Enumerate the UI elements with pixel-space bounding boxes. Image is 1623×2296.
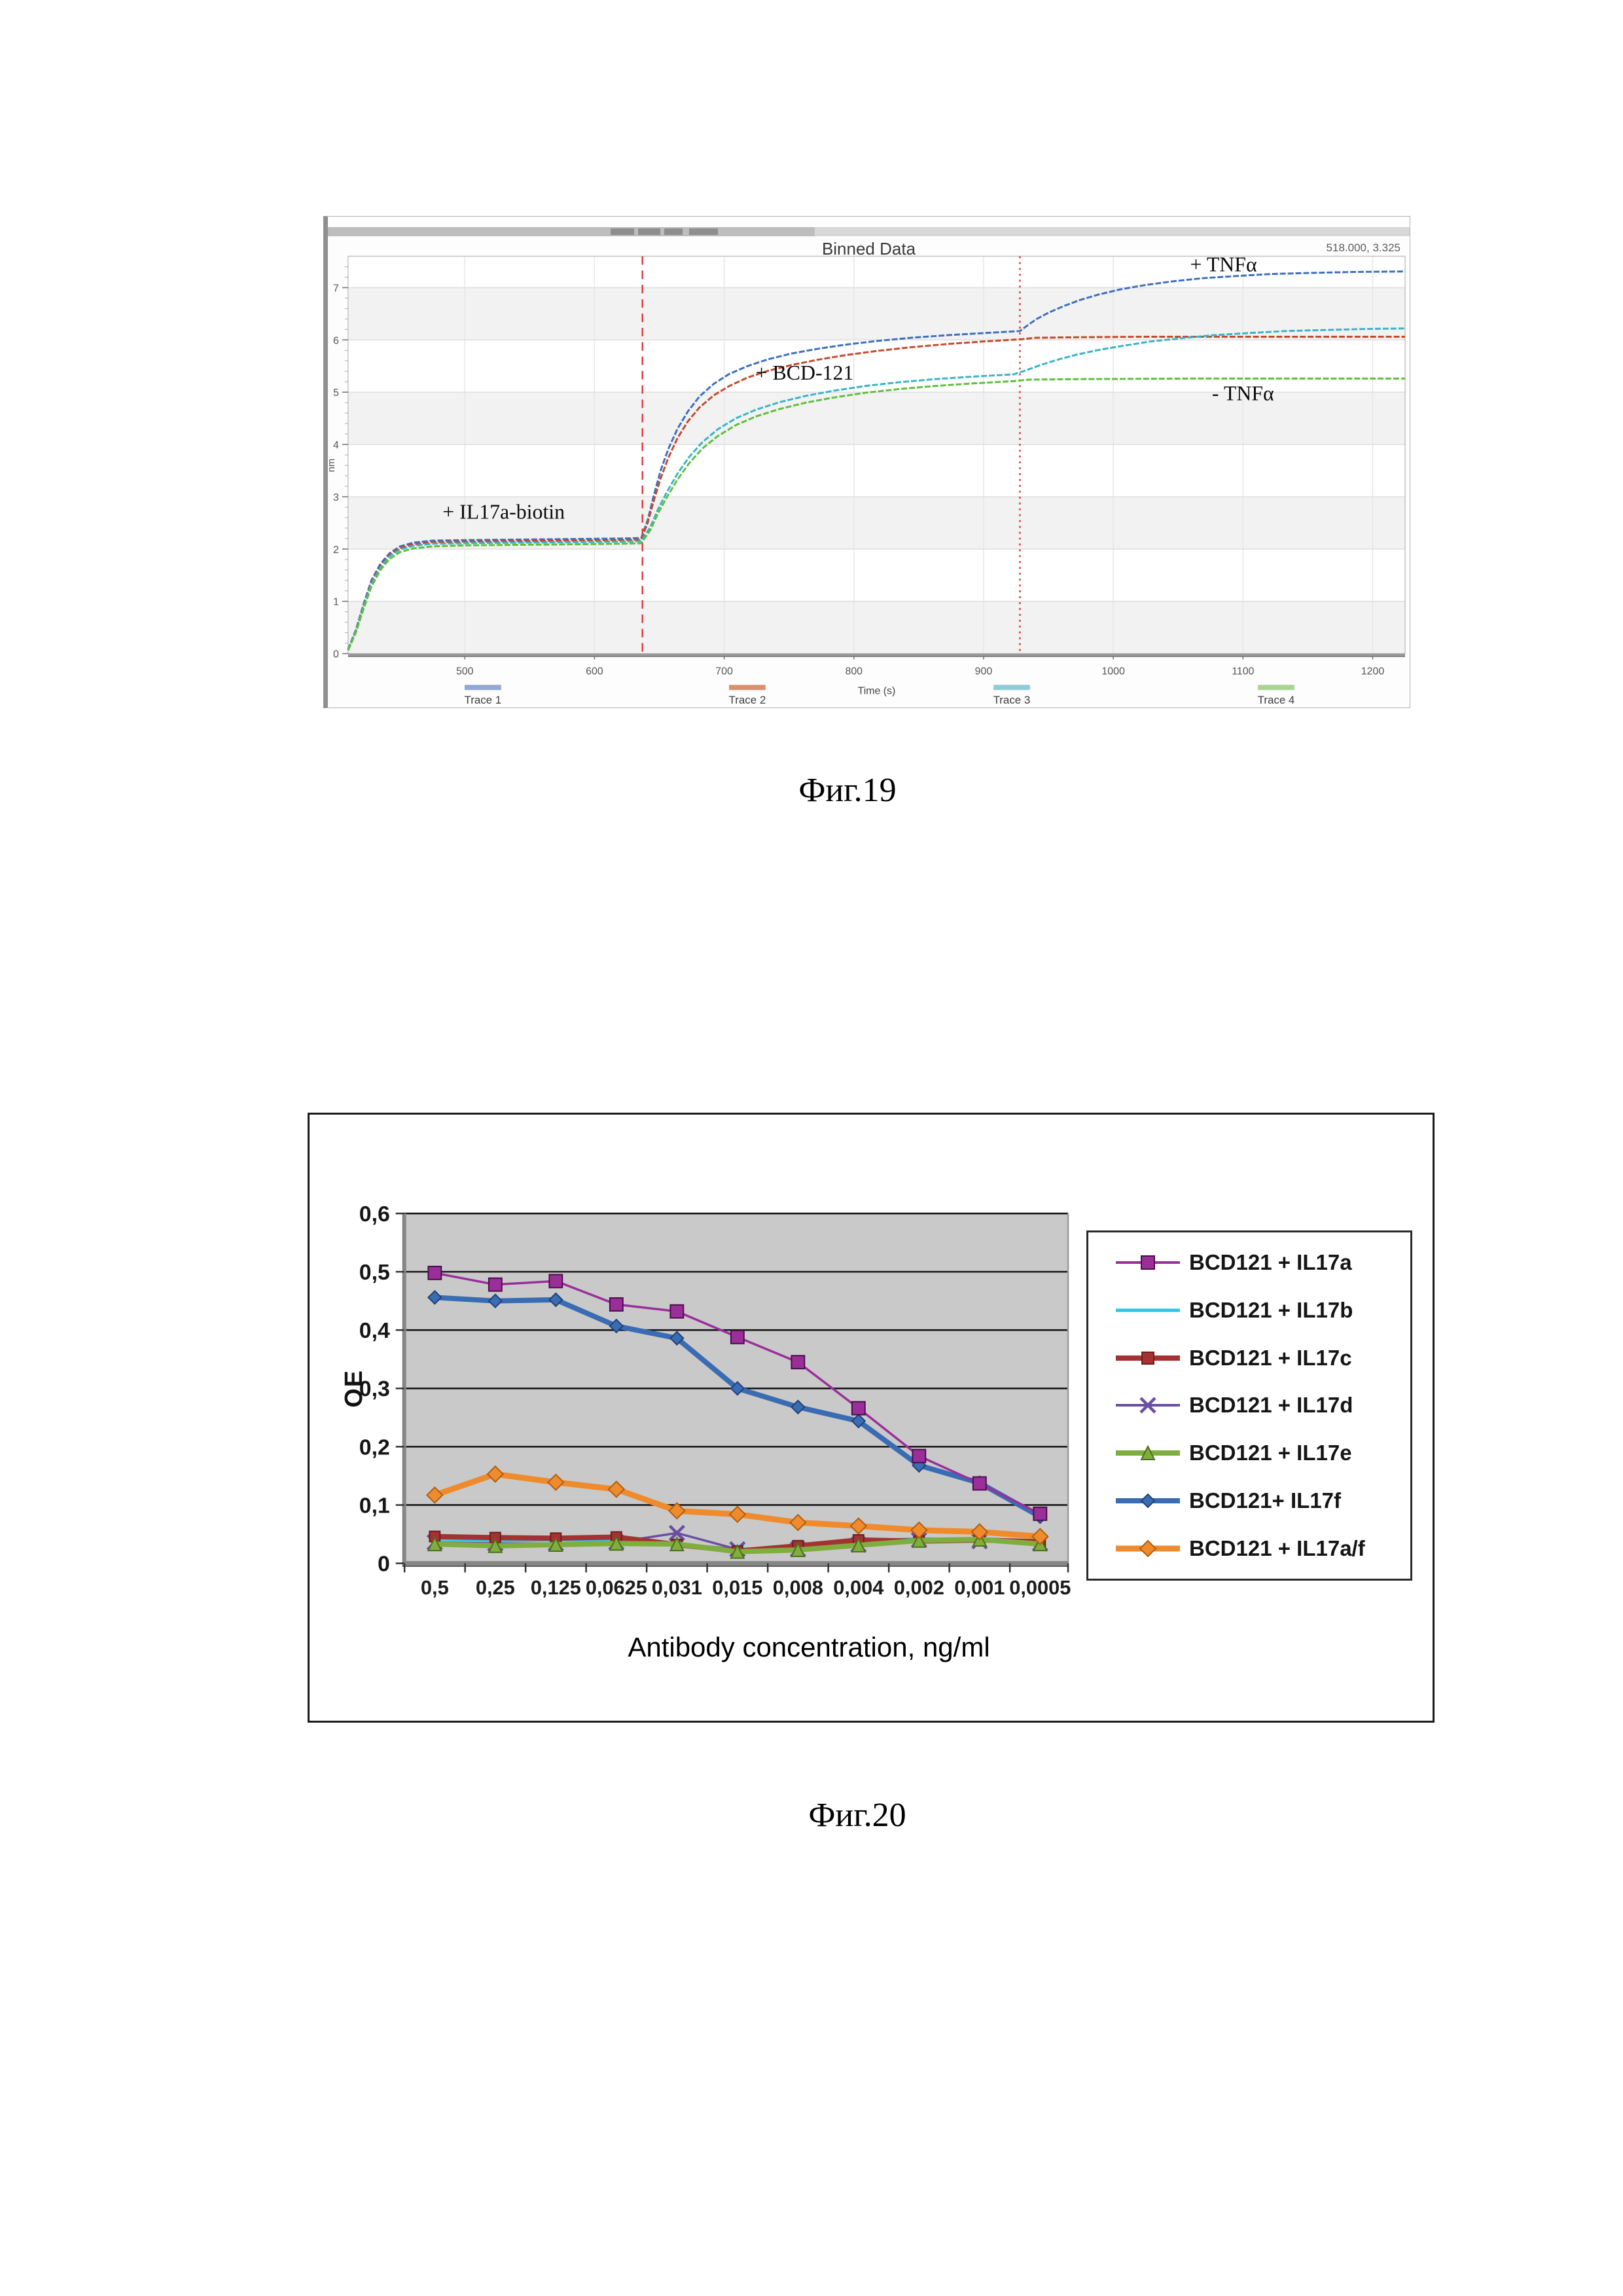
legend-marker-icon [1116, 1444, 1180, 1461]
fig20-x-tick-label: 0,004 [833, 1576, 883, 1599]
fig20-legend-item: BCD121+ IL17f [1112, 1488, 1406, 1513]
fig20-x-axis-title: Antibody concentration, ng/ml [628, 1632, 990, 1662]
fig20-x-tick-label: 0,5 [421, 1576, 449, 1599]
fig20-x-tick-label: 0,125 [531, 1576, 581, 1599]
fig20-legend-item: BCD121 + IL17e [1112, 1441, 1406, 1465]
fig20-x-tick-label: 0,008 [773, 1576, 823, 1599]
fig19-window-toolbar [328, 227, 1410, 236]
fig19-y-tick-label: 4 [333, 440, 339, 451]
fig20-x-tick-label: 0,001 [954, 1576, 1005, 1599]
fig20-legend-item: BCD121 + IL17b [1112, 1298, 1406, 1323]
legend-marker-icon [1116, 1255, 1180, 1270]
fig19-legend-swatch [729, 685, 766, 691]
fig19-series-trace-3 [347, 327, 1406, 651]
fig20-y-axis-title: OE [340, 1369, 367, 1408]
fig19-x-tick-label: 900 [975, 666, 993, 677]
fig19-legend-swatch [464, 685, 501, 691]
fig20-legend-item: BCD121 + IL17c [1112, 1346, 1406, 1371]
fig20-y-tick-label: 0,2 [359, 1435, 390, 1460]
fig20-x-tick-label: 0,002 [894, 1576, 944, 1599]
fig20-y-tick-label: 0 [378, 1551, 390, 1576]
fig19-legend-swatch [1258, 685, 1294, 691]
fig19-legend-label: Trace 3 [993, 694, 1031, 706]
fig19-annotation: - TNFα [1212, 382, 1274, 405]
fig19-figure: Binned Data 518.000, 3.325 500 600 700 800 9… [323, 216, 1410, 708]
fig19-annotation: + BCD-121 [756, 361, 854, 384]
fig20-x-tick-label: 0,25 [476, 1576, 515, 1599]
fig19-series-trace-4 [347, 377, 1406, 651]
legend-label: BCD121 + IL17b [1189, 1298, 1353, 1323]
fig20-x-tick-label: 0,031 [652, 1576, 702, 1599]
fig20-x-tick-label: 0,0625 [586, 1576, 647, 1599]
fig19-y-tick-label: 3 [333, 492, 339, 503]
fig19-annotation: + IL17a-biotin [442, 500, 565, 523]
fig19-y-tick-label: 7 [333, 283, 339, 294]
fig19-y-tick-label: 1 [333, 597, 339, 608]
fig20-legend-item: BCD121 + IL17d [1112, 1393, 1406, 1418]
fig19-chart-canvas: 500 600 700 800 900 1000 1100 1200 Time (s) 0 1 2 3 4… [328, 217, 1410, 708]
fig19-x-tick-label: 1000 [1101, 666, 1125, 677]
fig20-series-bcd121-il17f [427, 1289, 1048, 1524]
fig19-x-axis-title: Time (s) [858, 685, 896, 696]
fig19-legend-label: Trace 4 [1258, 694, 1295, 706]
fig19-svg: 500 600 700 800 900 1000 1100 1200 Time (s) 0 1 2 3 4… [328, 253, 1406, 706]
toolbar-segment [638, 228, 660, 235]
fig19-y-tick-label: 5 [333, 387, 339, 399]
fig19-series-trace-1 [347, 270, 1406, 650]
legend-label: BCD121 + IL17d [1189, 1393, 1353, 1418]
legend-marker-icon [1116, 1493, 1180, 1509]
fig19-annotation: + TNFα [1190, 253, 1257, 276]
legend-label: BCD121 + IL17a/f [1189, 1535, 1365, 1560]
fig19-caption: Фиг.19 [798, 772, 897, 809]
fig19-y-tick-label: 2 [333, 545, 339, 556]
fig20-y-tick-label: 0,6 [359, 1202, 390, 1227]
fig19-chart-title: Binned Data [821, 239, 916, 259]
fig20-figure: 0 0,1 0,2 0,3 0,4 0,5 0,6 0,5 0,25 0,125 0,0625 0,0… [308, 1113, 1435, 1723]
fig19-title-row: Binned Data 518.000, 3.325 [328, 239, 1410, 259]
fig20-y-tick-label: 0,3 [359, 1376, 390, 1401]
fig19-y-tick-label: 6 [333, 335, 339, 346]
legend-label: BCD121 + IL17e [1189, 1441, 1352, 1465]
fig19-x-tick-label: 500 [456, 666, 474, 677]
fig19-x-tick-label: 1100 [1232, 666, 1254, 677]
fig20-legend-item: BCD121 + IL17a/f [1112, 1536, 1406, 1561]
toolbar-segment [689, 228, 718, 235]
legend-marker-icon [1116, 1351, 1180, 1365]
legend-marker-icon [1116, 1539, 1180, 1557]
fig20-series-bcd121-il17a [427, 1265, 1048, 1521]
fig20-legend: BCD121 + IL17a BCD121 + IL17b BCD121 + IL1… [1086, 1230, 1412, 1581]
legend-marker-icon [1116, 1308, 1180, 1312]
legend-label: BCD121 + IL17c [1189, 1345, 1352, 1370]
legend-marker-icon [1116, 1397, 1180, 1414]
fig19-series-trace-2 [347, 336, 1406, 651]
fig19-x-tick-label: 700 [715, 666, 733, 677]
legend-label: BCD121+ IL17f [1189, 1488, 1342, 1513]
fig20-x-tick-label: 0,015 [712, 1576, 762, 1599]
fig20-legend-item: BCD121 + IL17a [1112, 1250, 1406, 1275]
toolbar-segment [611, 228, 634, 235]
fig19-cursor-readout: 518.000, 3.325 [1326, 242, 1400, 254]
fig20-caption: Фиг.20 [808, 1797, 906, 1834]
fig19-legend-swatch [993, 685, 1030, 691]
legend-label: BCD121 + IL17a [1189, 1250, 1352, 1275]
fig20-x-tick-label: 0,0005 [1009, 1576, 1071, 1599]
fig19-y-axis-title: nm [328, 459, 337, 473]
fig19-x-tick-label: 1200 [1361, 666, 1385, 677]
fig20-svg: 00,10,20,30,40,50,60,5 0,25 0,125 0,0625 0,0… [340, 1202, 1071, 1599]
fig20-y-tick-label: 0,1 [359, 1493, 390, 1518]
fig19-x-tick-label: 800 [845, 666, 863, 677]
fig20-series-bcd121-il17a-f [425, 1465, 1049, 1545]
fig20-y-tick-label: 0,4 [359, 1318, 390, 1343]
fig20-chart-canvas: 0 0,1 0,2 0,3 0,4 0,5 0,6 0,5 0,25 0,125 0,0625 0,0… [310, 1115, 1433, 1721]
fig20-y-tick-label: 0,5 [359, 1260, 390, 1285]
fig19-y-tick-label: 0 [333, 649, 339, 660]
fig19-legend-label: Trace 2 [729, 694, 766, 706]
fig19-legend-label: Trace 1 [465, 694, 502, 706]
fig19-x-tick-label: 600 [586, 666, 603, 677]
toolbar-segment [664, 228, 683, 235]
fig20-series-bcd121-il17e [427, 1531, 1048, 1559]
